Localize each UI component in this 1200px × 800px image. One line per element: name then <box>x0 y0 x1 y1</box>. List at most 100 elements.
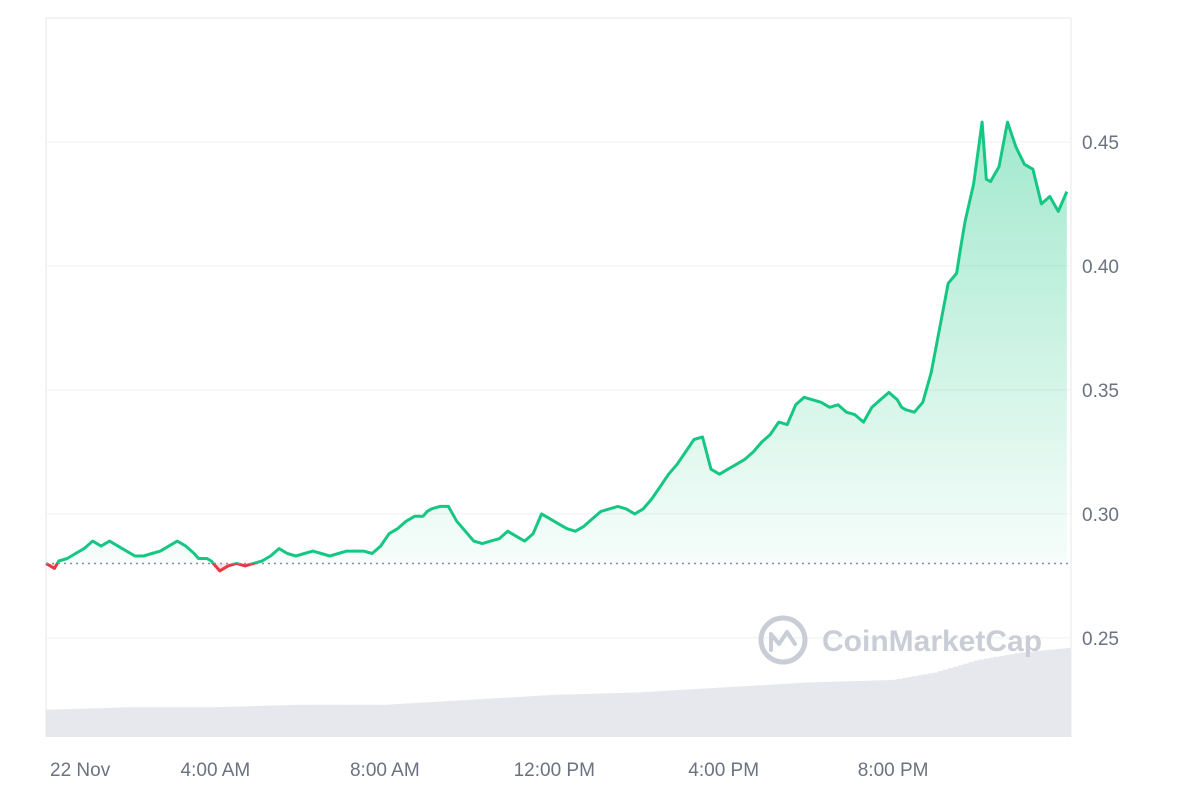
volume-bar <box>794 683 800 737</box>
volume-bar <box>302 704 308 737</box>
volume-bar <box>609 693 616 737</box>
volume-bar <box>343 704 349 737</box>
volume-bar <box>676 690 682 737</box>
volume-bar <box>543 695 549 737</box>
volume-bar <box>712 687 718 737</box>
x-tick-label: 4:00 PM <box>688 760 759 781</box>
volume-bar <box>1055 648 1062 737</box>
volume-bar <box>138 707 144 737</box>
volume-bar <box>799 682 805 737</box>
volume-bar <box>532 695 539 737</box>
volume-bar <box>655 691 662 737</box>
volume-bar <box>56 709 62 737</box>
volume-bar <box>866 680 872 737</box>
volume-bar <box>732 686 739 737</box>
volume-bar <box>384 704 390 737</box>
volume-bar <box>338 704 344 737</box>
volume-bar <box>722 687 728 737</box>
volume-bar <box>425 702 431 737</box>
volume-bar <box>804 682 810 737</box>
volume-bar <box>558 694 564 737</box>
volume-bar <box>691 689 698 737</box>
volume-bar <box>481 698 488 737</box>
volume-bar <box>912 676 918 737</box>
price-area-above <box>46 122 1067 564</box>
volume-bar <box>271 705 277 737</box>
volume-bar <box>1019 652 1026 737</box>
volume-bar <box>46 709 52 737</box>
volume-bar <box>235 706 242 737</box>
volume-bar <box>681 689 687 737</box>
volume-bar <box>548 695 554 737</box>
x-axis-ticks: 22 Nov 4:00 AM 8:00 AM 12:00 PM 4:00 PM 8:00 … <box>50 760 928 781</box>
volume-bar <box>932 672 939 737</box>
volume-bar <box>117 707 124 737</box>
volume-bar <box>276 705 283 737</box>
volume-bar <box>784 683 790 737</box>
volume-bar <box>430 701 436 737</box>
volume-bar <box>307 704 313 737</box>
volume-bar <box>942 669 949 737</box>
volume-bar <box>266 705 272 737</box>
volume-bar <box>819 682 826 737</box>
volume-bar <box>317 704 324 737</box>
volume-bar <box>1004 655 1010 737</box>
volume-bar <box>871 680 877 737</box>
x-tick-label: 8:00 AM <box>350 760 420 781</box>
volume-bar <box>51 709 57 737</box>
volume-bar <box>538 695 544 737</box>
volume-bar <box>522 696 529 737</box>
volume-bar <box>999 655 1005 737</box>
volume-bar <box>778 684 785 737</box>
volume-bar <box>953 666 959 737</box>
x-tick-label: 4:00 AM <box>181 760 251 781</box>
volume-bar <box>661 690 667 737</box>
volume-bar <box>358 704 365 737</box>
y-tick-label: 0.25 <box>1082 629 1119 650</box>
volume-bar <box>573 694 580 737</box>
volume-bar <box>620 692 626 737</box>
volume-bar <box>486 698 493 737</box>
volume-bar <box>184 707 190 737</box>
volume-bar <box>937 671 944 737</box>
volume-bar <box>471 699 477 737</box>
volume-bar <box>466 699 472 737</box>
volume-bar <box>1014 653 1021 737</box>
volume-bar <box>901 677 908 737</box>
volume-bar <box>281 705 288 737</box>
volume-bar <box>860 680 867 737</box>
volume-bar <box>112 707 119 737</box>
volume-bar <box>61 709 67 737</box>
volume-bar <box>917 675 923 737</box>
y-axis-ticks: 0.25 0.30 0.35 0.40 0.45 <box>1082 133 1119 650</box>
volume-bar <box>850 681 857 737</box>
y-tick-label: 0.45 <box>1082 133 1119 154</box>
volume-bar <box>958 665 964 737</box>
volume-bar <box>122 707 129 737</box>
volume-bar <box>686 689 693 737</box>
volume-bar <box>133 707 139 737</box>
y-tick-label: 0.40 <box>1082 257 1119 278</box>
volume-bar <box>1035 650 1041 737</box>
volume-bar <box>748 685 754 737</box>
volume-bar <box>1024 651 1031 737</box>
volume-bar <box>379 704 385 737</box>
y-tick-label: 0.30 <box>1082 505 1119 526</box>
volume-bar <box>789 683 795 737</box>
volume-bar <box>737 686 744 737</box>
volume-bar <box>1050 649 1056 737</box>
volume-bar <box>927 673 933 737</box>
volume-bar <box>163 707 170 737</box>
volume-bar <box>645 691 652 737</box>
volume-bar <box>128 707 134 737</box>
volume-bar <box>220 707 226 737</box>
volume-bar <box>461 700 467 737</box>
volume-bar <box>517 696 523 737</box>
volume-bar <box>1040 650 1046 737</box>
volume-bar <box>210 707 216 737</box>
volume-bar <box>174 707 180 737</box>
volume-bar <box>625 692 631 737</box>
volume-bar <box>153 707 160 737</box>
volume-bar <box>896 678 903 737</box>
volume-bar <box>553 694 559 737</box>
